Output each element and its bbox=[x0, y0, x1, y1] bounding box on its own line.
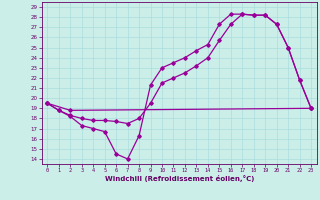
X-axis label: Windchill (Refroidissement éolien,°C): Windchill (Refroidissement éolien,°C) bbox=[105, 175, 254, 182]
